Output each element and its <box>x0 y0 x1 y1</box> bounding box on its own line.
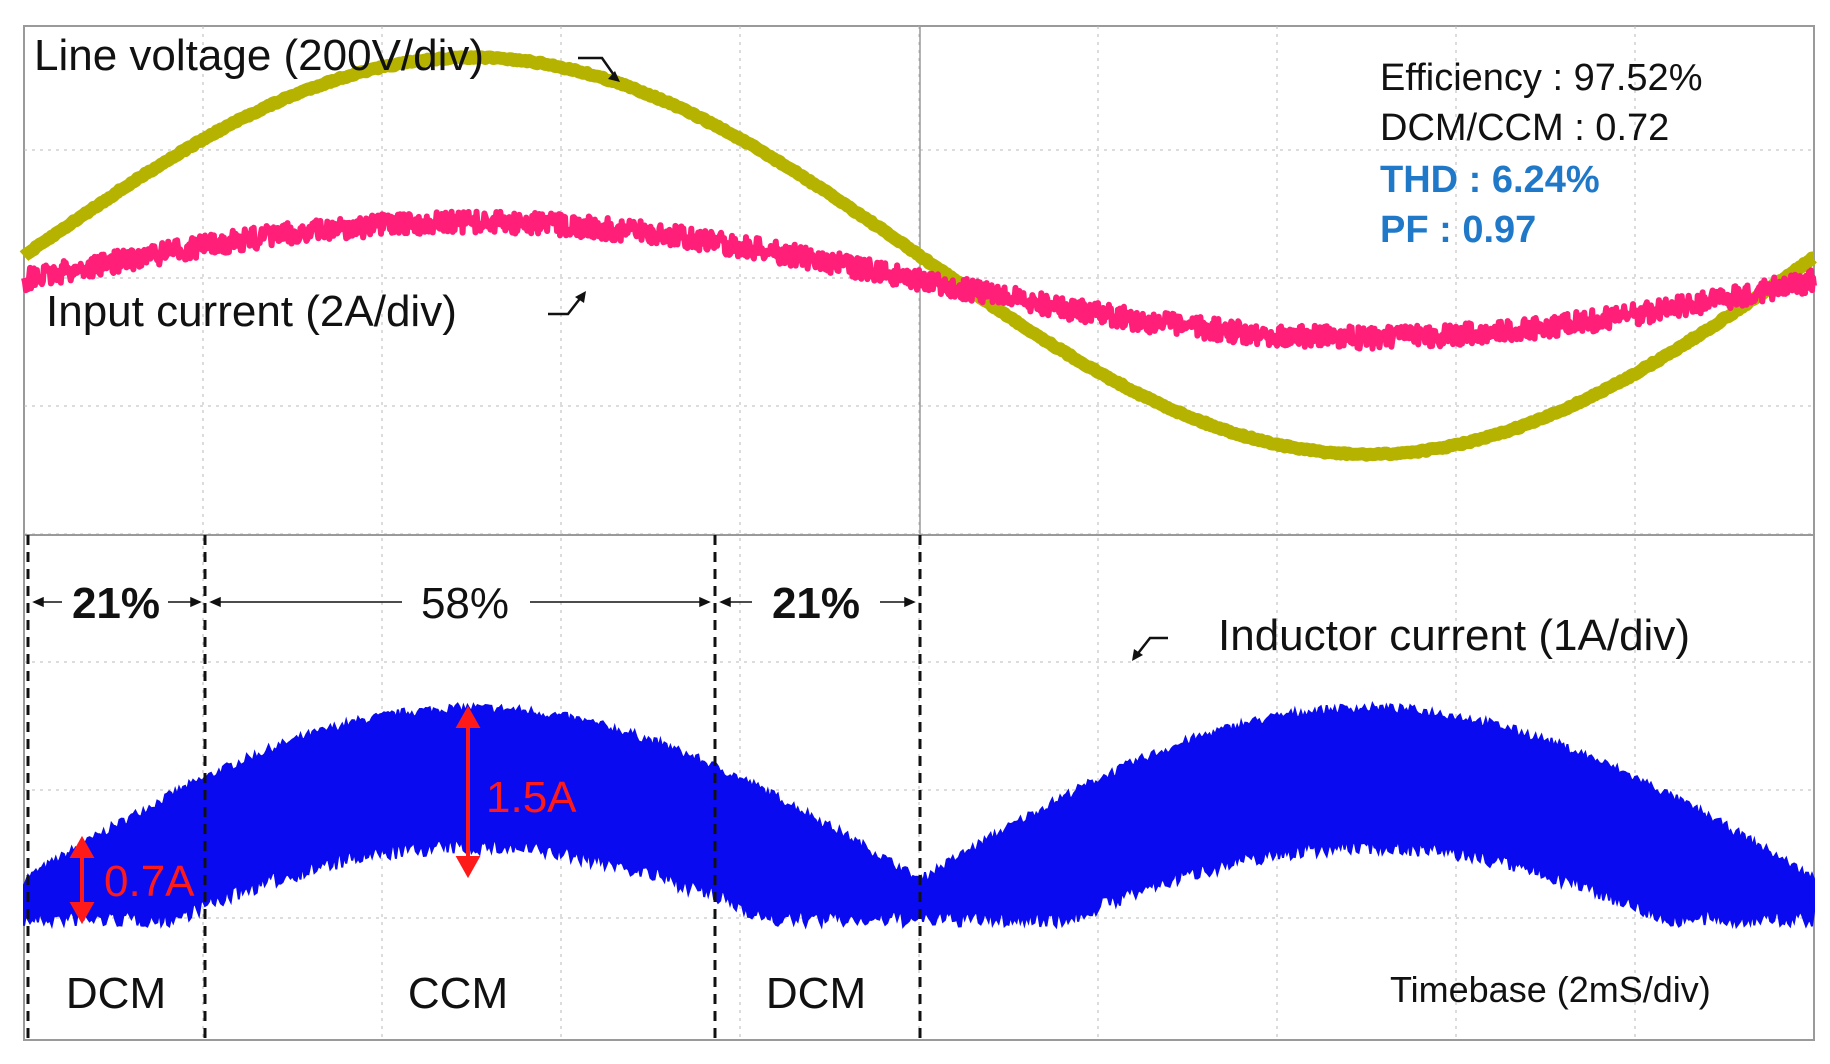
ripple-arrow-ccm <box>455 705 481 879</box>
inductor-current-label: Inductor current (1A/div) <box>1218 611 1690 660</box>
mode-label-dcm-left: DCM <box>66 969 166 1018</box>
waveform-traces <box>19 50 1819 930</box>
share-label-dcm-left: 21% <box>72 579 160 628</box>
mode-label-ccm: CCM <box>408 969 508 1018</box>
inductor-current-trace <box>23 700 1815 930</box>
input-current-label: Input current (2A/div) <box>46 287 457 336</box>
ripple-label-ccm: 1.5A <box>486 773 577 822</box>
ripple-label-dcm: 0.7A <box>104 857 195 906</box>
input-current-arrow <box>548 295 583 316</box>
inductor-current-arrow <box>1135 636 1168 657</box>
share-arrows <box>32 596 916 608</box>
thd-stat: THD : 6.24% <box>1380 159 1600 201</box>
share-label-dcm-right: 21% <box>772 579 860 628</box>
dcm-ccm-stat: DCM/CCM : 0.72 <box>1380 107 1669 149</box>
efficiency-stat: Efficiency : 97.52% <box>1380 57 1702 99</box>
input-current-trace <box>21 208 1817 352</box>
line-voltage-arrow <box>578 56 618 79</box>
timebase-label: Timebase (2mS/div) <box>1390 969 1711 1010</box>
mode-label-dcm-right: DCM <box>766 969 866 1018</box>
line-voltage-label: Line voltage (200V/div) <box>34 31 484 80</box>
pf-stat: PF : 0.97 <box>1380 209 1536 251</box>
share-label-ccm: 58% <box>421 579 509 628</box>
ripple-arrow-dcm <box>69 835 95 925</box>
line-voltage-trace <box>19 50 1819 462</box>
